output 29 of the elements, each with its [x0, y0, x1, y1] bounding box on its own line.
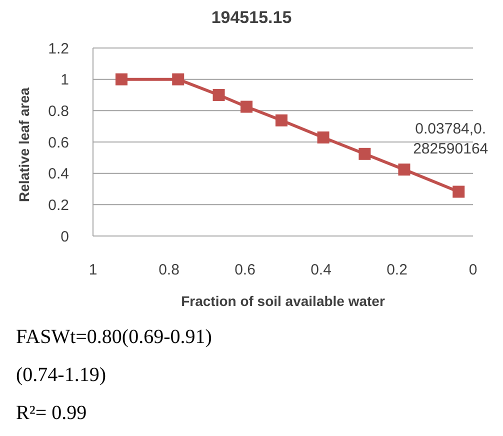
text: (0.74-1.19): [16, 363, 107, 388]
y-tick-label: 0: [60, 228, 69, 246]
y-tick-label: 1: [60, 72, 69, 89]
point: [358, 148, 371, 160]
y-tick-label: 0.8: [48, 102, 69, 120]
x-tick-label: 0.8: [158, 262, 180, 279]
x-tick-label: 0.6: [234, 262, 256, 279]
point: [452, 186, 465, 198]
point: [317, 131, 330, 144]
x-axis-title: Fraction of soil available water: [181, 293, 386, 309]
point: [275, 114, 288, 126]
point: [212, 89, 225, 101]
y-tick-label: 1.2: [48, 40, 69, 58]
x-tick-label: 0.2: [386, 262, 408, 279]
annotation: 0.03784,0.282590164: [413, 120, 488, 158]
y-axis-title: Relative leaf area: [16, 87, 32, 202]
point: [172, 73, 184, 86]
point: [398, 164, 410, 176]
y-tick-label: 0.2: [48, 196, 69, 214]
chart-title: 194515.15: [210, 8, 293, 29]
y-tick-label: 0.4: [48, 166, 69, 183]
x-tick-label: 0: [468, 262, 478, 279]
point: [240, 100, 253, 113]
point: [116, 73, 128, 86]
x-tick-label: 0.4: [310, 262, 332, 279]
text: FASWt=0.80(0.69-0.91): [16, 325, 213, 350]
text: R²= 0.99: [16, 401, 88, 426]
x-tick-label: 1: [88, 262, 98, 279]
y-tick-label: 0.6: [48, 134, 69, 152]
